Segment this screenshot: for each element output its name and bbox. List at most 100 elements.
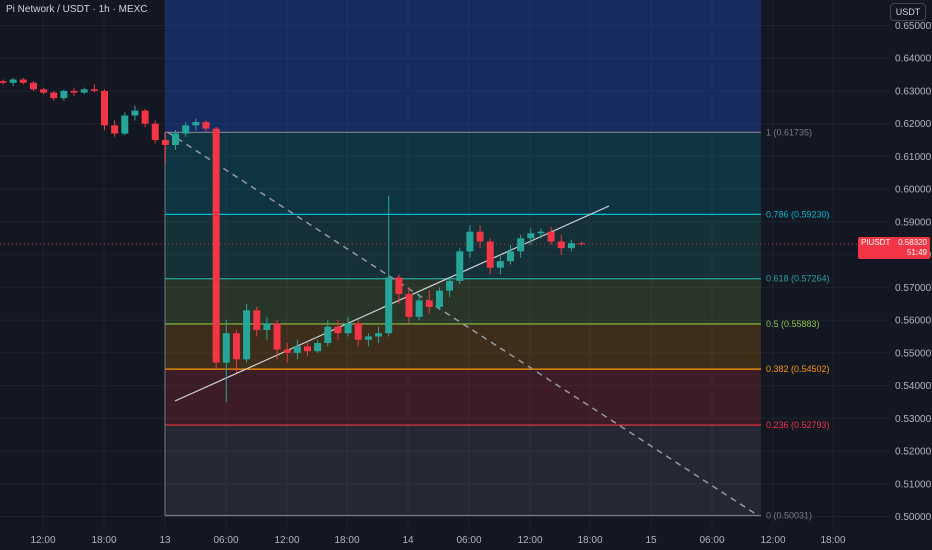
fib-zone bbox=[165, 369, 761, 426]
x-tick-label: 12:00 bbox=[30, 535, 55, 546]
candle-bearish bbox=[547, 231, 555, 242]
y-tick-label: 0.53000 bbox=[895, 414, 932, 425]
x-tick-label: 06:00 bbox=[699, 535, 724, 546]
candle-bearish bbox=[557, 241, 565, 249]
candle-bearish bbox=[486, 241, 494, 268]
y-tick-label: 0.50000 bbox=[895, 512, 932, 523]
fib-level-label: 1 (0.61735) bbox=[766, 127, 812, 137]
candle-bullish bbox=[172, 133, 180, 145]
candle-bullish bbox=[293, 346, 301, 353]
candle-bullish bbox=[415, 300, 423, 317]
candle-bullish bbox=[537, 231, 545, 234]
candle-bullish bbox=[385, 277, 393, 334]
candle-bearish bbox=[334, 326, 342, 334]
candle-bearish bbox=[425, 300, 433, 308]
y-tick-label: 0.55000 bbox=[895, 348, 932, 359]
candle-bearish bbox=[50, 92, 58, 99]
x-tick-label: 13 bbox=[159, 535, 171, 546]
currency-button[interactable]: USDT bbox=[890, 3, 926, 21]
candle-bullish bbox=[60, 90, 68, 99]
fib-level-label: 0.236 (0.52793) bbox=[766, 420, 830, 430]
candle-bearish bbox=[395, 277, 403, 294]
candle-bullish bbox=[222, 333, 230, 363]
fib-zone bbox=[165, 132, 761, 215]
candle-bullish bbox=[263, 323, 271, 330]
price-tag-symbol: PIUSDT bbox=[861, 238, 891, 247]
candle-bullish bbox=[364, 336, 372, 340]
candle-bearish bbox=[476, 231, 484, 242]
x-tick-label: 18:00 bbox=[820, 535, 845, 546]
candle-bullish bbox=[344, 323, 352, 334]
candle-bullish bbox=[324, 326, 332, 344]
fib-level-label: 0 (0.50031) bbox=[766, 510, 812, 520]
y-tick-label: 0.56000 bbox=[895, 316, 932, 327]
fib-zone bbox=[165, 425, 761, 516]
y-tick-label: 0.62000 bbox=[895, 119, 932, 130]
candle-bearish bbox=[19, 79, 27, 83]
candle-bearish bbox=[253, 310, 261, 330]
candle-bullish bbox=[80, 89, 88, 93]
y-tick-label: 0.63000 bbox=[895, 86, 932, 97]
candle-bearish bbox=[70, 90, 78, 93]
y-tick-label: 0.54000 bbox=[895, 381, 932, 392]
candle-bearish bbox=[151, 123, 159, 141]
candle-bearish bbox=[354, 323, 362, 340]
candle-bearish bbox=[578, 243, 586, 245]
y-tick-label: 0.65000 bbox=[895, 21, 932, 32]
x-tick-label: 18:00 bbox=[334, 535, 359, 546]
y-tick-label: 0.57000 bbox=[895, 283, 932, 294]
fib-level-label: 0.618 (0.57264) bbox=[766, 274, 830, 284]
fib-level-label: 0.786 (0.59230) bbox=[766, 209, 830, 219]
x-tick-label: 15 bbox=[645, 535, 657, 546]
candle-bearish bbox=[101, 90, 108, 126]
x-tick-label: 18:00 bbox=[91, 535, 116, 546]
y-tick-label: 0.59000 bbox=[895, 217, 932, 228]
candle-bearish bbox=[40, 89, 48, 93]
y-tick-label: 0.60000 bbox=[895, 185, 932, 196]
fib-trend-dashed-line bbox=[167, 131, 759, 517]
candle-bullish bbox=[121, 115, 129, 134]
x-tick-label: 06:00 bbox=[456, 535, 481, 546]
candle-bullish bbox=[243, 310, 251, 360]
fib-level-label: 0.5 (0.55883) bbox=[766, 319, 820, 329]
candle-bearish bbox=[273, 323, 281, 350]
candle-bullish bbox=[466, 231, 474, 252]
candle-bullish bbox=[527, 233, 535, 239]
candle-bullish bbox=[375, 333, 383, 337]
price-tag-price: 0.58320 bbox=[898, 238, 927, 247]
y-tick-label: 0.64000 bbox=[895, 54, 932, 65]
candle-bearish bbox=[304, 346, 311, 352]
candle-bullish bbox=[567, 243, 575, 249]
y-tick-label: 0.51000 bbox=[895, 479, 932, 490]
candle-bullish bbox=[517, 238, 525, 252]
current-price-tag: PIUSDT 0.58320 51:49 bbox=[858, 237, 930, 259]
candle-bearish bbox=[283, 349, 291, 353]
candle-bullish bbox=[182, 125, 190, 134]
candle-bullish bbox=[9, 79, 17, 83]
candle-bearish bbox=[161, 140, 169, 145]
fib-zone-top bbox=[165, 0, 761, 133]
candle-bullish bbox=[435, 290, 443, 308]
candle-bearish bbox=[141, 110, 149, 124]
candle-bullish bbox=[446, 280, 454, 291]
candle-bearish bbox=[405, 293, 413, 317]
y-tick-label: 0.52000 bbox=[895, 447, 932, 458]
fib-zone bbox=[165, 278, 761, 324]
fib-level-label: 0.382 (0.54502) bbox=[766, 364, 830, 374]
chart-title: Pi Network / USDT · 1h · MEXC bbox=[6, 4, 148, 15]
fib-zone bbox=[165, 323, 761, 370]
candle-bullish bbox=[507, 251, 514, 262]
x-tick-label: 12:00 bbox=[517, 535, 542, 546]
price-tag-countdown: 51:49 bbox=[906, 248, 927, 257]
candle-bullish bbox=[314, 343, 322, 352]
candle-bearish bbox=[111, 125, 119, 134]
x-tick-label: 18:00 bbox=[577, 535, 602, 546]
x-tick-label: 12:00 bbox=[760, 535, 785, 546]
y-tick-label: 0.61000 bbox=[895, 152, 932, 163]
x-tick-label: 12:00 bbox=[274, 535, 299, 546]
candle-bullish bbox=[456, 251, 464, 281]
x-tick-label: 14 bbox=[402, 535, 414, 546]
